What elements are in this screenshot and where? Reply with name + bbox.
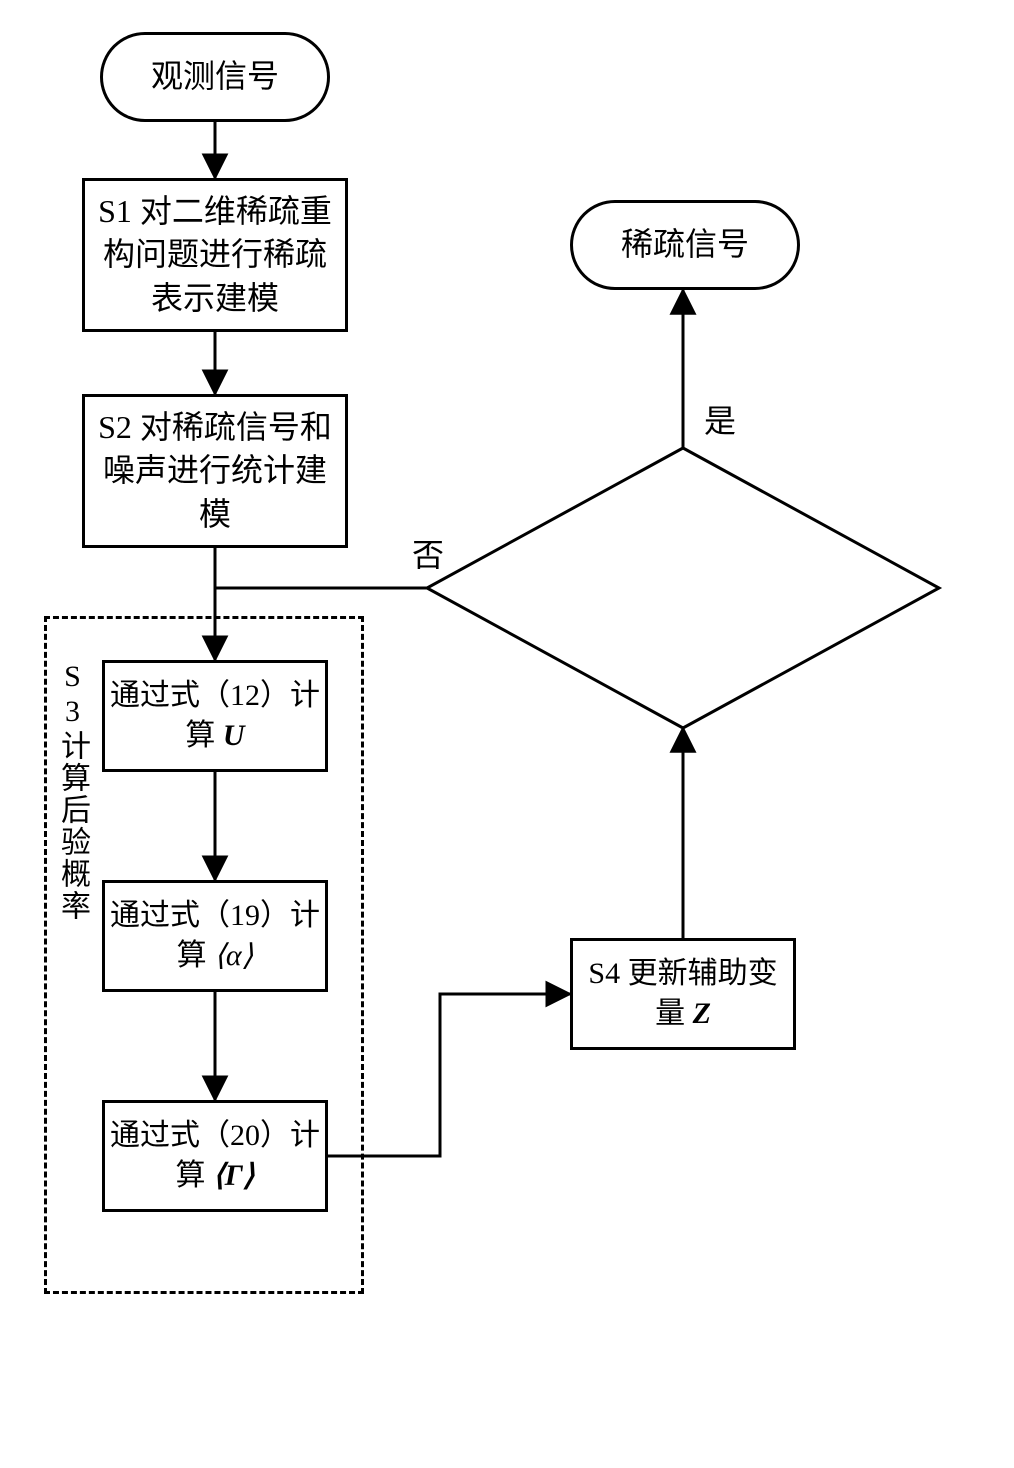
process-s1: S1 对二维稀疏重构问题进行稀疏表示建模 [82, 178, 348, 332]
process-s1-text: S1 对二维稀疏重构问题进行稀疏表示建模 [91, 190, 339, 320]
process-alpha-text: 通过式（19）计算 ⟨α⟩ [109, 896, 321, 977]
process-alpha: 通过式（19）计算 ⟨α⟩ [102, 880, 328, 992]
arrow-dec-no [215, 588, 427, 608]
process-s2: S2 对稀疏信号和噪声进行统计建模 [82, 394, 348, 548]
process-s4-text: S4 更新辅助变量 Z [577, 954, 789, 1035]
decision-no-label: 否 [412, 530, 444, 576]
process-s4: S4 更新辅助变量 Z [570, 938, 796, 1050]
process-u-text: 通过式（12）计算 U [109, 676, 321, 757]
group-s3-label: S3计算后验概率 [50, 660, 94, 922]
process-u: 通过式（12）计算 U [102, 660, 328, 772]
end-label: 稀疏信号 [621, 223, 749, 266]
process-gamma-text: 通过式（20）计算 ⟨Γ⟩ [109, 1116, 321, 1197]
decision-formula: ‖U(k+1) − U(k)‖2 ‖U(k)‖2 < 10−3 ? [500, 530, 900, 612]
arrow-g-to-s4 [328, 994, 570, 1156]
process-gamma: 通过式（20）计算 ⟨Γ⟩ [102, 1100, 328, 1212]
decision-yes-label: 是 [704, 396, 736, 442]
start-label: 观测信号 [151, 55, 279, 98]
start-terminator: 观测信号 [100, 32, 330, 122]
end-terminator: 稀疏信号 [570, 200, 800, 290]
process-s2-text: S2 对稀疏信号和噪声进行统计建模 [91, 406, 339, 536]
